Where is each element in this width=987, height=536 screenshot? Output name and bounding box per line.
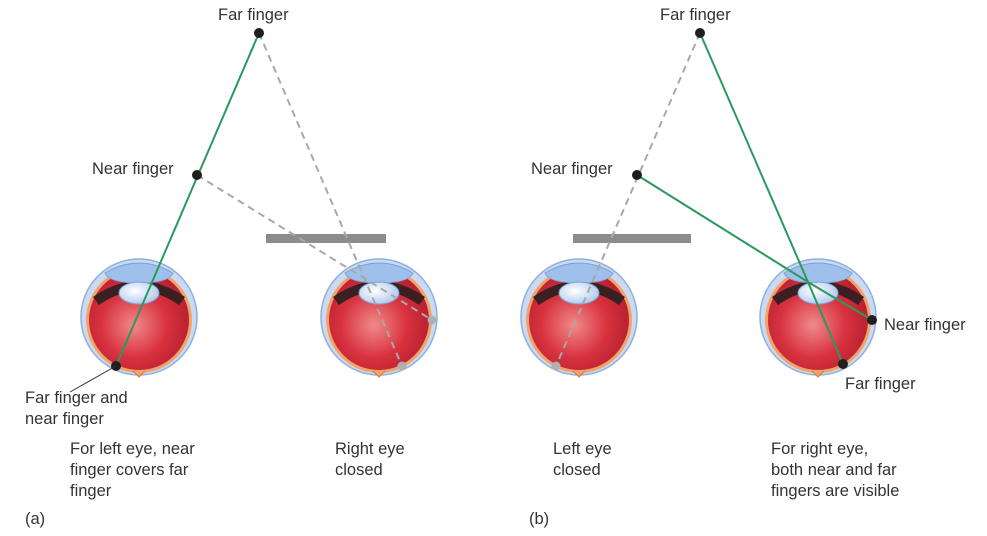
retina-near-label-b: Near finger	[884, 316, 966, 334]
caption-left-a-1: For left eye, near	[70, 440, 195, 458]
retina-point-near-b	[867, 315, 877, 325]
retina-label-a-line2: near finger	[25, 410, 104, 428]
retina-leader-a	[69, 365, 117, 393]
far-path-closed-a	[258, 32, 403, 367]
retina-point-far-b	[838, 359, 848, 369]
caption-left-a-3: finger	[70, 482, 112, 500]
far-finger-dot-b	[695, 28, 705, 38]
far-finger-label-b: Far finger	[660, 6, 731, 24]
left-eye-b	[520, 258, 638, 378]
far-finger-label-a: Far finger	[218, 6, 289, 24]
near-path-open-b	[636, 174, 873, 321]
panel-a: Far finger Near finger Far finger and ne…	[25, 6, 438, 528]
right-eye-a	[320, 258, 438, 378]
panel-b: Far finger Near finger Near finger Far f…	[520, 6, 966, 528]
blocker-bar-b	[573, 234, 691, 243]
retina-label-a-line1: Far finger and	[25, 389, 128, 407]
near-finger-dot-a	[192, 170, 202, 180]
caption-left-b-1: Left eye	[553, 440, 612, 458]
near-finger-dot-b	[632, 170, 642, 180]
blocker-bar-a	[266, 234, 386, 243]
caption-right-b-1: For right eye,	[771, 440, 868, 458]
retina-point-far-closed-a	[397, 361, 407, 371]
far-path-closed-b	[555, 32, 701, 367]
caption-right-b-2: both near and far	[771, 461, 897, 479]
near-path-closed-a	[196, 174, 433, 321]
panel-label-a: (a)	[25, 510, 45, 528]
panel-label-b: (b)	[529, 510, 549, 528]
near-finger-label-b: Near finger	[531, 160, 613, 178]
far-finger-dot-a	[254, 28, 264, 38]
caption-left-a-2: finger covers far	[70, 461, 189, 479]
right-eye-b	[759, 258, 877, 378]
caption-left-b-2: closed	[553, 461, 601, 479]
retina-point-closed-b	[551, 361, 561, 371]
far-path-open-a	[115, 32, 260, 367]
retina-point-near-closed-a	[427, 315, 437, 325]
caption-right-a-2: closed	[335, 461, 383, 479]
left-eye-a	[80, 258, 198, 378]
caption-right-b-3: fingers are visible	[771, 482, 899, 500]
retina-far-label-b: Far finger	[845, 375, 916, 393]
near-finger-label-a: Near finger	[92, 160, 174, 178]
caption-right-a-1: Right eye	[335, 440, 405, 458]
